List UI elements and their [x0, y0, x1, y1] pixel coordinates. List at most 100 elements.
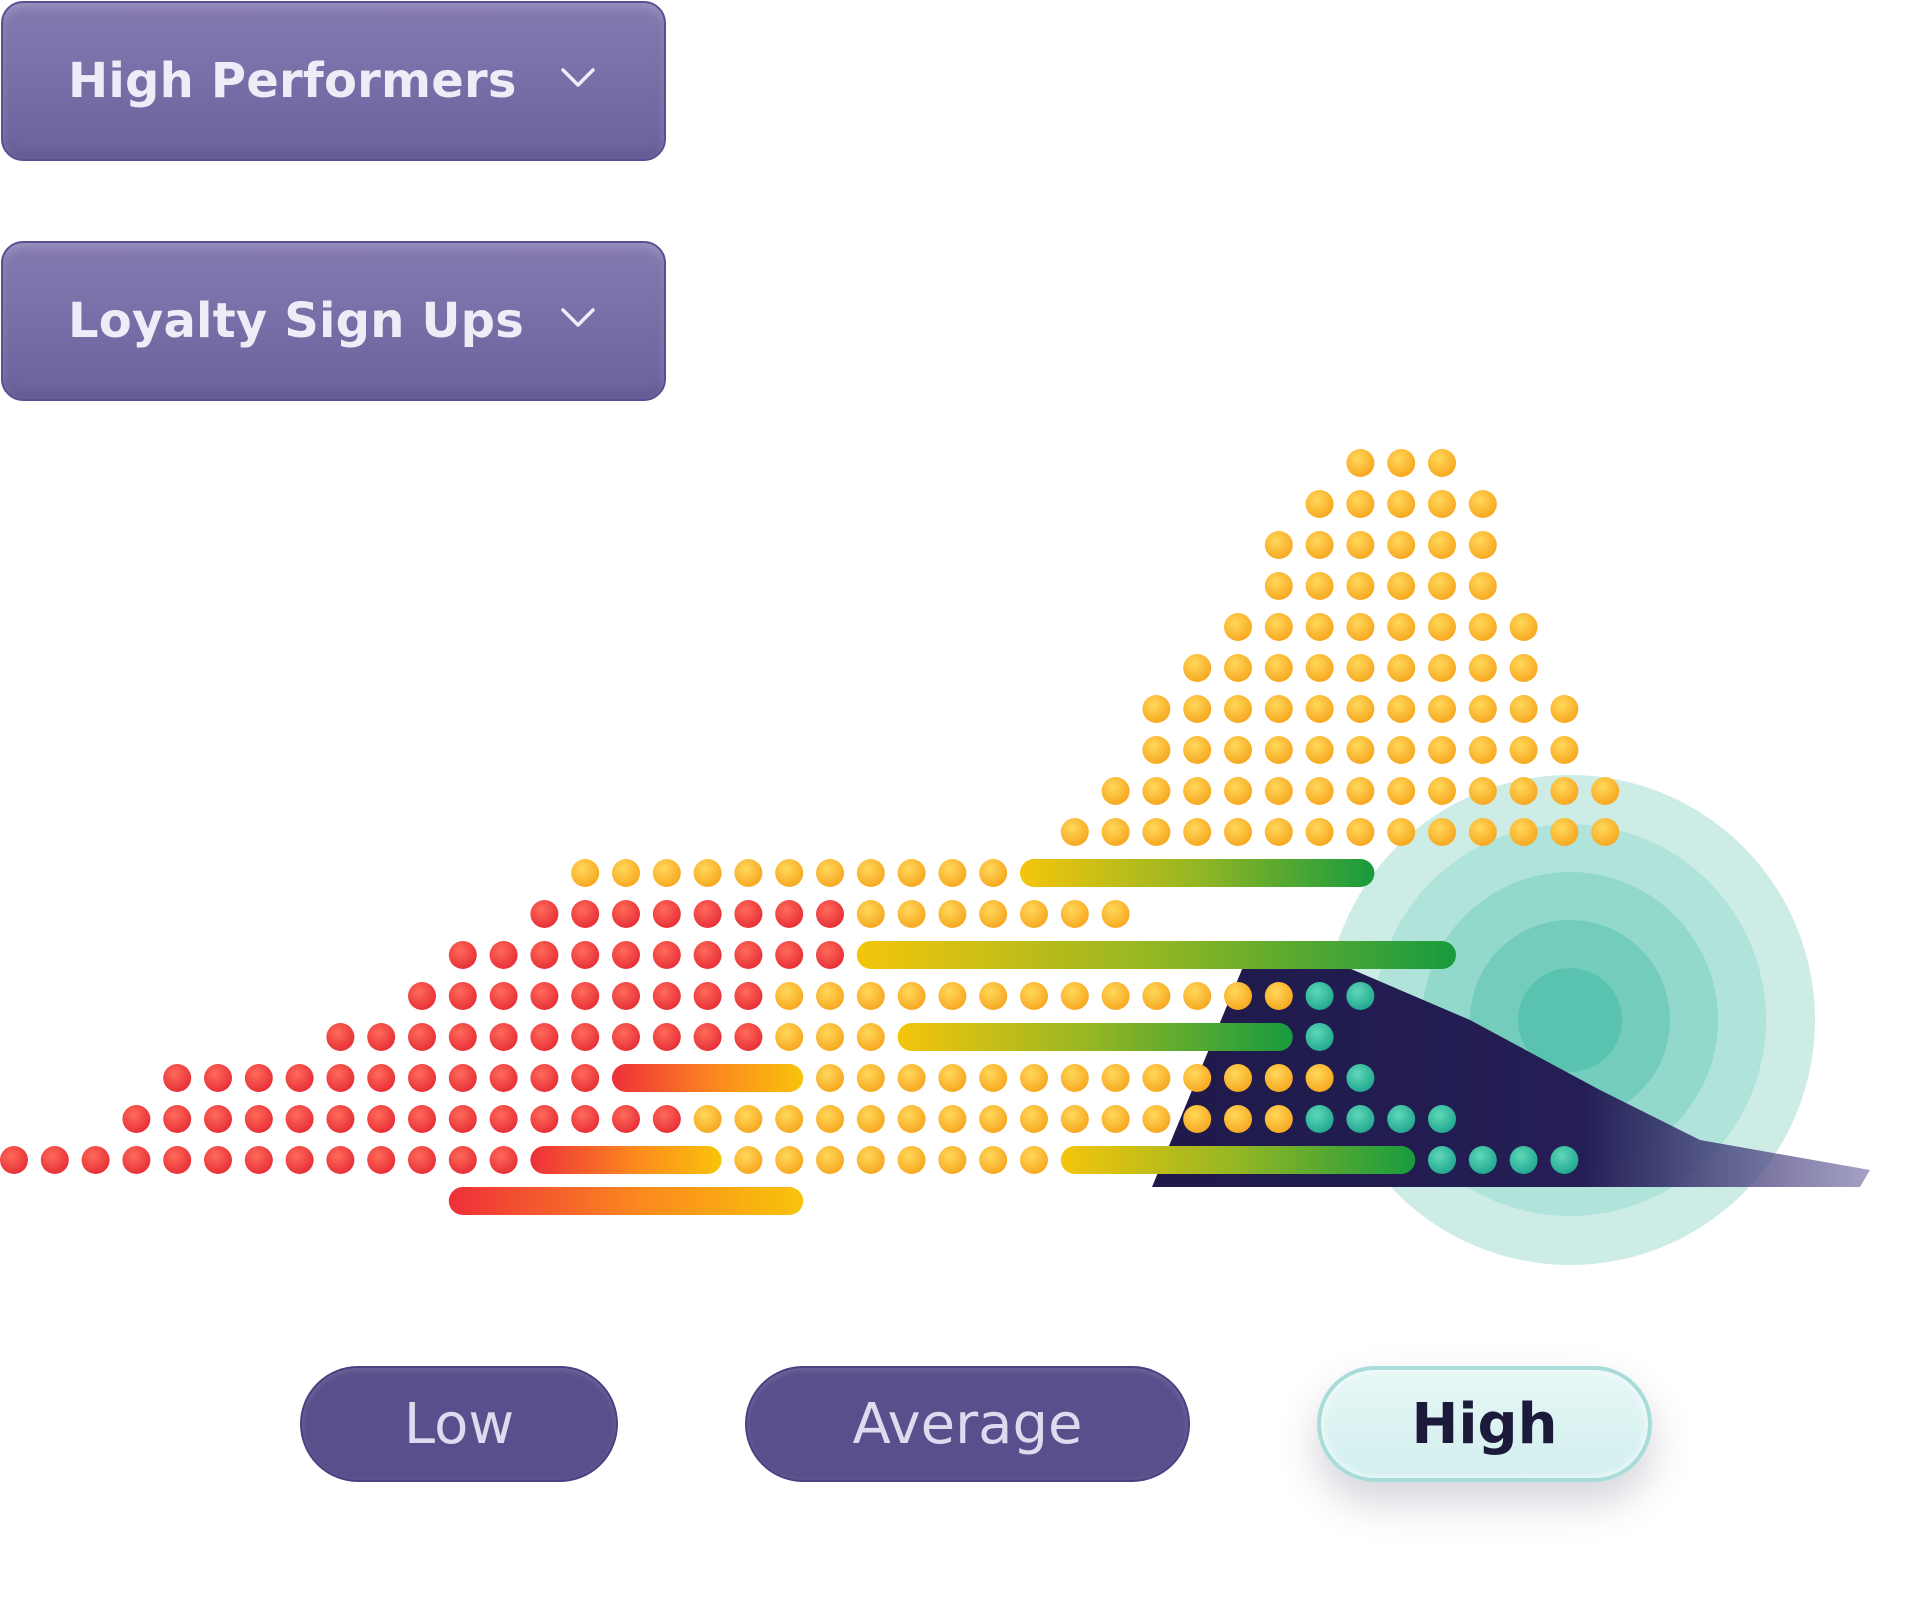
- orange-dot: [693, 1105, 722, 1133]
- orange-dot: [1387, 736, 1416, 764]
- level-average-button[interactable]: Average: [745, 1366, 1190, 1482]
- red-dot: [204, 1146, 232, 1174]
- orange-dot: [1101, 900, 1130, 928]
- orange-dot: [1305, 531, 1334, 559]
- orange-dot: [1224, 695, 1252, 723]
- red-dot: [285, 1146, 314, 1174]
- orange-dot: [979, 1146, 1008, 1174]
- orange-dot: [1305, 613, 1334, 641]
- orange-dot: [775, 1146, 804, 1174]
- red-dot: [367, 1064, 396, 1092]
- red-dot: [530, 900, 559, 928]
- red-dot: [0, 1146, 28, 1174]
- orange-dot: [979, 859, 1008, 887]
- red-dot: [489, 1146, 518, 1174]
- red-dot: [734, 1023, 763, 1051]
- red-dot: [326, 1064, 355, 1092]
- red-dot: [530, 982, 559, 1010]
- red-dot: [244, 1146, 273, 1174]
- red-dot: [489, 941, 518, 969]
- gradient-bar: [612, 1064, 804, 1092]
- orange-dot: [1264, 777, 1293, 805]
- orange-dot: [1468, 572, 1497, 600]
- orange-dot: [1468, 613, 1497, 641]
- orange-dot: [775, 1023, 804, 1051]
- orange-dot: [1224, 1064, 1252, 1092]
- orange-dot: [1060, 818, 1089, 846]
- orange-dot: [1142, 818, 1171, 846]
- red-dot: [693, 900, 722, 928]
- orange-dot: [1060, 982, 1089, 1010]
- orange-dot: [1183, 695, 1212, 723]
- red-dot: [612, 1023, 640, 1051]
- orange-dot: [1428, 818, 1456, 846]
- orange-dot: [1468, 695, 1497, 723]
- red-dot: [693, 982, 722, 1010]
- shadow-shape: [1152, 950, 1870, 1187]
- orange-dot: [1264, 654, 1293, 682]
- red-dot: [571, 1064, 600, 1092]
- red-dot: [734, 982, 763, 1010]
- red-dot: [367, 1105, 396, 1133]
- red-dot: [285, 1064, 314, 1092]
- red-dot: [489, 1064, 518, 1092]
- orange-dot: [1224, 982, 1252, 1010]
- red-dot: [448, 941, 477, 969]
- orange-dot: [1468, 736, 1497, 764]
- red-dot: [408, 982, 436, 1010]
- red-dot: [652, 900, 681, 928]
- orange-dot: [1020, 1064, 1048, 1092]
- orange-dot: [1305, 818, 1334, 846]
- red-dot: [122, 1105, 151, 1133]
- orange-dot: [1183, 777, 1212, 805]
- orange-dot: [856, 1105, 885, 1133]
- orange-dot: [938, 1146, 967, 1174]
- red-dot: [448, 1064, 477, 1092]
- orange-dot: [1346, 490, 1375, 518]
- orange-dot: [1550, 736, 1579, 764]
- orange-dot: [1468, 490, 1497, 518]
- orange-dot: [1346, 613, 1375, 641]
- orange-dot: [1020, 1146, 1048, 1174]
- orange-dot: [693, 859, 722, 887]
- orange-dot: [652, 859, 681, 887]
- orange-dot: [775, 859, 804, 887]
- orange-dot: [1060, 1105, 1089, 1133]
- orange-dot: [1060, 900, 1089, 928]
- red-dot: [367, 1023, 396, 1051]
- red-dot: [652, 1023, 681, 1051]
- orange-dot: [938, 982, 967, 1010]
- orange-dot: [1183, 982, 1212, 1010]
- level-high-button[interactable]: High: [1317, 1366, 1652, 1482]
- orange-dot: [897, 1105, 926, 1133]
- red-dot: [81, 1146, 110, 1174]
- orange-dot: [1428, 654, 1456, 682]
- orange-dot: [938, 900, 967, 928]
- orange-dot: [856, 982, 885, 1010]
- metric-dropdown[interactable]: Loyalty Sign Ups: [1, 241, 666, 401]
- gradient-bar: [448, 1187, 804, 1215]
- metric-dropdown-label: Loyalty Sign Ups: [68, 293, 525, 349]
- gradient-bar: [530, 1146, 722, 1174]
- orange-dot: [1346, 572, 1375, 600]
- orange-dot: [1550, 818, 1579, 846]
- red-dot: [775, 941, 804, 969]
- orange-dot: [816, 1023, 844, 1051]
- red-dot: [326, 1146, 355, 1174]
- orange-dot: [1305, 695, 1334, 723]
- orange-dot: [938, 1105, 967, 1133]
- red-dot: [652, 1105, 681, 1133]
- segment-dropdown[interactable]: High Performers: [1, 1, 666, 161]
- orange-dot: [816, 982, 844, 1010]
- orange-dot: [1346, 777, 1375, 805]
- orange-dot: [1142, 1105, 1171, 1133]
- red-dot: [571, 1105, 600, 1133]
- red-dot: [734, 900, 763, 928]
- orange-dot: [1346, 449, 1375, 477]
- orange-dot: [775, 982, 804, 1010]
- red-dot: [448, 1105, 477, 1133]
- level-low-button[interactable]: Low: [300, 1366, 618, 1482]
- orange-dot: [897, 982, 926, 1010]
- red-dot: [122, 1146, 151, 1174]
- orange-dot: [1428, 695, 1456, 723]
